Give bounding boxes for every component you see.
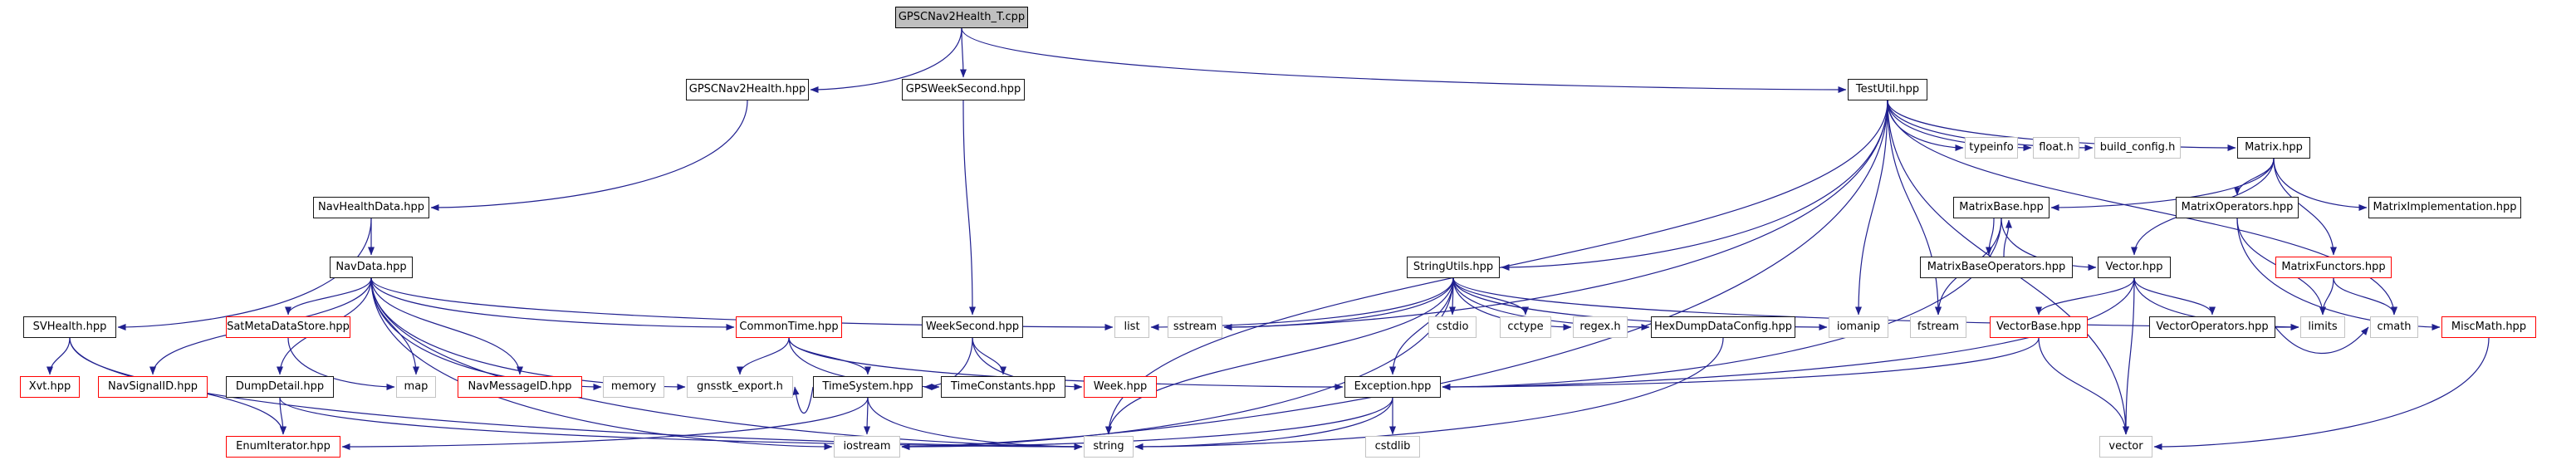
graph-node-map: map [396,376,436,398]
graph-node-cstdlib: cstdlib [1365,436,1420,458]
graph-node-navmessageid[interactable]: NavMessageID.hpp [458,376,582,398]
graph-node-string: string [1084,436,1134,458]
graph-node-exception[interactable]: Exception.hpp [1344,376,1441,398]
graph-node-memory: memory [603,376,664,398]
graph-node-gnsstkexport: gnsstk_export.h [687,376,793,398]
graph-node-navhealthdata[interactable]: NavHealthData.hpp [313,197,429,218]
graph-node-timesystem[interactable]: TimeSystem.hpp [813,376,923,398]
graph-node-matrixbaseops[interactable]: MatrixBaseOperators.hpp [1920,257,2073,278]
graph-node-enumiterator[interactable]: EnumIterator.hpp [226,436,340,458]
graph-node-t_cpp: GPSCNav2Health_T.cpp [895,7,1028,28]
graph-node-limits: limits [2300,316,2345,338]
graph-node-vector: vector [2099,436,2152,458]
graph-node-week[interactable]: Week.hpp [1084,376,1157,398]
graph-node-vectorbase[interactable]: VectorBase.hpp [1990,316,2088,338]
graph-node-cctype: cctype [1500,316,1551,338]
graph-node-navsignalid[interactable]: NavSignalID.hpp [98,376,208,398]
graph-node-buildconfig: build_config.h [2094,137,2181,159]
graph-node-matrixbase[interactable]: MatrixBase.hpp [1953,197,2050,218]
graph-node-floath: float.h [2033,137,2079,159]
graph-node-matriximpl[interactable]: MatrixImplementation.hpp [2368,197,2521,218]
graph-node-testutil[interactable]: TestUtil.hpp [1848,79,1927,100]
graph-node-matrixoperators[interactable]: MatrixOperators.hpp [2176,197,2299,218]
graph-node-stringutils[interactable]: StringUtils.hpp [1407,257,1500,278]
graph-node-hexdump[interactable]: HexDumpDataConfig.hpp [1651,316,1795,338]
graph-node-satmetadatastore[interactable]: SatMetaDataStore.hpp [226,316,350,338]
graph-node-typeinfo: typeinfo [1965,137,2018,159]
graph-node-gpsweeksecond[interactable]: GPSWeekSecond.hpp [902,79,1025,100]
graph-node-list: list [1114,316,1149,338]
graph-node-vectorops[interactable]: VectorOperators.hpp [2149,316,2275,338]
graph-node-xvt[interactable]: Xvt.hpp [20,376,80,398]
graph-node-miscmath[interactable]: MiscMath.hpp [2441,316,2536,338]
graph-node-matrixfunctors[interactable]: MatrixFunctors.hpp [2275,257,2392,278]
graph-node-sstream: sstream [1168,316,1222,338]
graph-node-regexh: regex.h [1573,316,1628,338]
graph-node-navdata[interactable]: NavData.hpp [330,257,413,278]
graph-node-cstdio: cstdio [1428,316,1477,338]
graph-node-timeconstants[interactable]: TimeConstants.hpp [941,376,1065,398]
graph-node-fstream: fstream [1910,316,1966,338]
graph-node-cmath: cmath [2370,316,2418,338]
graph-node-gpscnav2health[interactable]: GPSCNav2Health.hpp [686,79,809,100]
graph-node-svhealth[interactable]: SVHealth.hpp [23,316,116,338]
graph-node-iomanip: iomanip [1829,316,1888,338]
graph-node-weeksecond[interactable]: WeekSecond.hpp [922,316,1023,338]
graph-node-dumpdetail[interactable]: DumpDetail.hpp [226,376,334,398]
graph-node-commontime[interactable]: CommonTime.hpp [736,316,842,338]
graph-node-vector_hpp[interactable]: Vector.hpp [2098,257,2171,278]
graph-node-iostream: iostream [834,436,900,458]
graph-node-matrix[interactable]: Matrix.hpp [2237,137,2310,159]
